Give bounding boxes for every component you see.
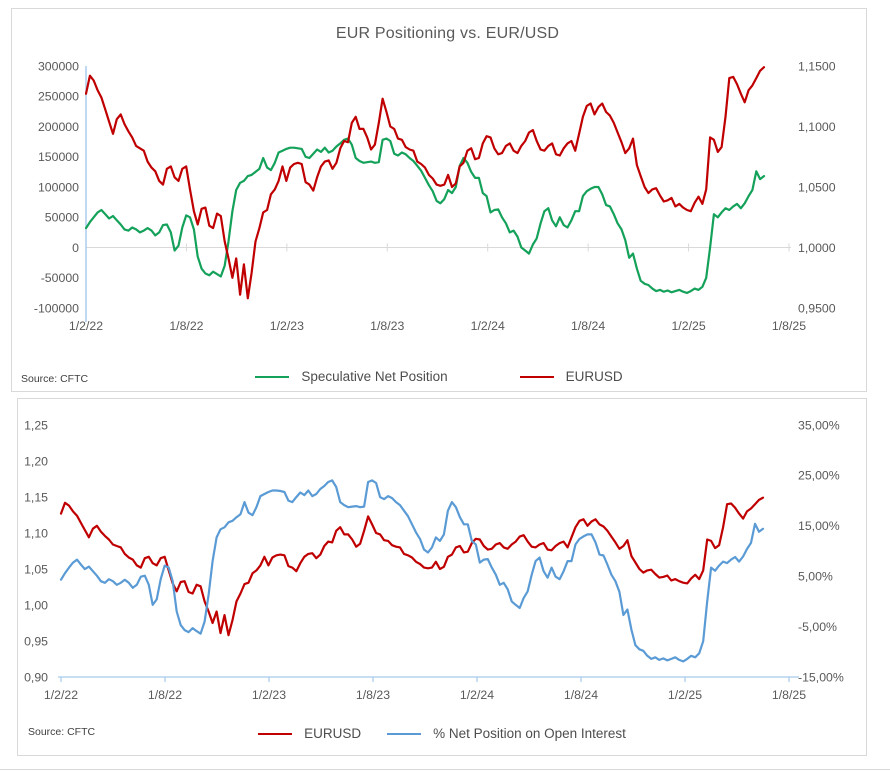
svg-text:1/8/23: 1/8/23 [356,688,390,702]
top-chart-title: EUR Positioning vs. EUR/USD [335,25,560,42]
bottom-chart-legend: EURUSD % Net Position on Open Interest [18,726,866,741]
svg-text:1,05: 1,05 [24,562,48,576]
legend-label: % Net Position on Open Interest [433,726,626,741]
svg-text:1/8/23: 1/8/23 [370,319,404,333]
source-label: Source: CFTC [21,373,89,385]
svg-text:200000: 200000 [38,120,79,134]
svg-text:1,10: 1,10 [24,526,48,540]
svg-text:250000: 250000 [38,90,79,104]
svg-text:-15,00%: -15,00% [798,670,844,684]
legend-item-eurusd: EURUSD [519,369,623,384]
svg-text:35,00%: 35,00% [798,418,840,432]
svg-text:1/2/24: 1/2/24 [471,319,505,333]
svg-text:1/2/23: 1/2/23 [252,688,286,702]
svg-text:-5,00%: -5,00% [798,620,837,634]
blue-line-sample-icon [387,732,422,735]
svg-text:1/8/22: 1/8/22 [169,319,203,333]
svg-text:150000: 150000 [38,150,79,164]
svg-text:1/2/24: 1/2/24 [460,688,494,702]
legend-label: Speculative Net Position [301,369,448,384]
svg-text:1,0000: 1,0000 [798,241,836,255]
svg-text:15,00%: 15,00% [798,519,840,533]
top-chart-panel: EUR Positioning vs. EUR/USD Speculative … [11,8,867,392]
page-bottom-divider [0,769,890,770]
svg-text:1,0500: 1,0500 [798,180,836,194]
svg-text:50000: 50000 [45,211,79,225]
svg-text:1,15: 1,15 [24,490,48,504]
svg-text:5,00%: 5,00% [798,570,833,584]
svg-text:1/8/24: 1/8/24 [564,688,598,702]
svg-text:300000: 300000 [38,59,79,73]
svg-text:25,00%: 25,00% [798,469,840,483]
green-line-sample-icon [255,375,290,378]
svg-text:1/8/24: 1/8/24 [571,319,605,333]
red-line-sample-icon [258,732,293,735]
bottom-chart-panel: EURUSD % Net Position on Open Interest S… [17,398,867,756]
svg-text:0,90: 0,90 [24,670,48,684]
svg-text:1,1500: 1,1500 [798,59,836,73]
svg-text:1/2/22: 1/2/22 [44,688,78,702]
svg-text:1/2/25: 1/2/25 [671,319,705,333]
svg-text:1,25: 1,25 [24,418,48,432]
svg-text:0: 0 [72,241,79,255]
legend-item-eurusd: EURUSD [258,726,361,741]
svg-text:-50000: -50000 [41,271,79,285]
svg-text:1/8/22: 1/8/22 [148,688,182,702]
svg-text:0,9500: 0,9500 [798,301,836,315]
svg-text:-100000: -100000 [34,301,79,315]
red-line-sample-icon [519,375,554,378]
svg-text:0,95: 0,95 [24,634,48,648]
legend-item-speculative-net-position: Speculative Net Position [255,369,448,384]
svg-text:1/2/25: 1/2/25 [668,688,702,702]
top-chart-legend: Speculative Net Position EURUSD [12,369,866,384]
svg-text:1/2/22: 1/2/22 [69,319,103,333]
svg-text:1/8/25: 1/8/25 [772,688,806,702]
legend-label: EURUSD [304,726,362,741]
source-label: Source: CFTC [28,726,96,738]
svg-text:100000: 100000 [38,180,79,194]
svg-text:1/2/23: 1/2/23 [270,319,304,333]
legend-label: EURUSD [565,369,623,384]
legend-item-pct-net-position: % Net Position on Open Interest [387,726,626,741]
svg-text:1/8/25: 1/8/25 [772,319,806,333]
svg-text:1,20: 1,20 [24,454,48,468]
svg-text:1,00: 1,00 [24,598,48,612]
svg-text:1,1000: 1,1000 [798,120,836,134]
